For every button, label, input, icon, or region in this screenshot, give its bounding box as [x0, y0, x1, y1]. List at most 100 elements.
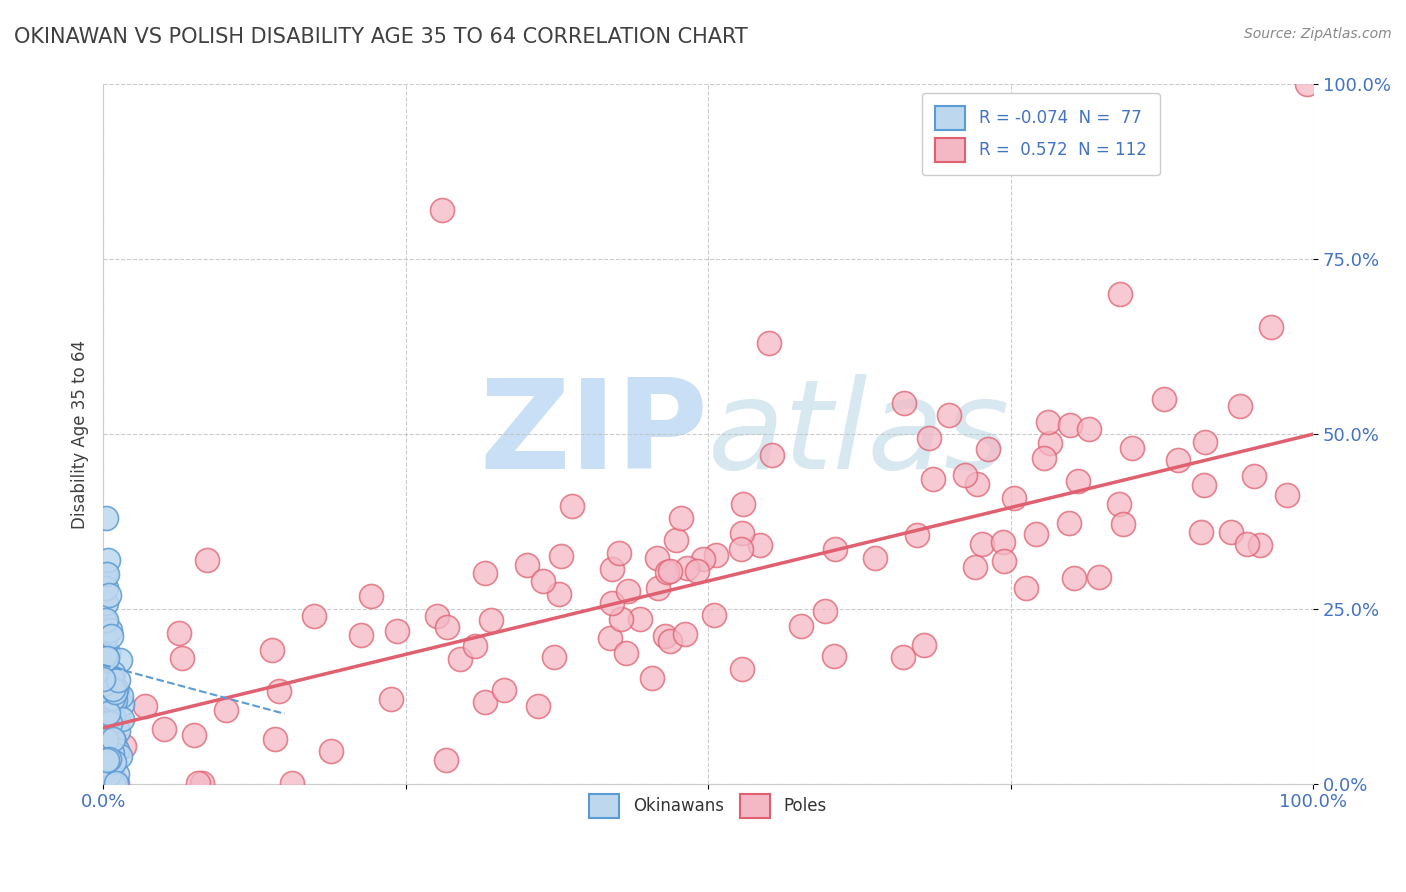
- Point: [516, 558, 538, 572]
- Point: [891, 649, 914, 664]
- Point: [600, 562, 623, 576]
- Point: [105, 776, 128, 790]
- Point: [963, 560, 986, 574]
- Point: [953, 467, 976, 482]
- Point: [434, 753, 457, 767]
- Point: [481, 613, 503, 627]
- Point: [96, 697, 118, 711]
- Point: [134, 699, 156, 714]
- Point: [183, 727, 205, 741]
- Point: [1036, 415, 1059, 429]
- Point: [94, 688, 117, 702]
- Point: [97, 725, 120, 739]
- Point: [614, 646, 637, 660]
- Point: [655, 565, 678, 579]
- Y-axis label: Disability Age 35 to 64: Disability Age 35 to 64: [72, 340, 89, 529]
- Point: [97, 711, 120, 725]
- Point: [104, 682, 127, 697]
- Point: [98, 752, 121, 766]
- Point: [94, 648, 117, 662]
- Point: [704, 548, 727, 562]
- Point: [1078, 422, 1101, 436]
- Point: [96, 707, 118, 722]
- Point: [302, 609, 325, 624]
- Point: [108, 749, 131, 764]
- Point: [970, 537, 993, 551]
- Point: [1067, 475, 1090, 489]
- Point: [96, 716, 118, 731]
- Point: [731, 663, 754, 677]
- Point: [103, 735, 125, 749]
- Point: [449, 652, 471, 666]
- Point: [1189, 524, 1212, 539]
- Point: [912, 638, 935, 652]
- Point: [703, 608, 725, 623]
- Point: [269, 683, 291, 698]
- Point: [101, 710, 124, 724]
- Point: [98, 588, 121, 602]
- Point: [814, 604, 837, 618]
- Point: [103, 756, 125, 770]
- Point: [1002, 491, 1025, 506]
- Point: [385, 624, 408, 638]
- Point: [96, 650, 118, 665]
- Point: [823, 649, 845, 664]
- Point: [97, 646, 120, 660]
- Point: [94, 511, 117, 525]
- Point: [1063, 571, 1085, 585]
- Point: [104, 693, 127, 707]
- Point: [98, 767, 121, 781]
- Point: [321, 744, 343, 758]
- Point: [263, 732, 285, 747]
- Point: [93, 650, 115, 665]
- Point: [430, 203, 453, 218]
- Point: [550, 549, 572, 563]
- Point: [1194, 478, 1216, 492]
- Point: [93, 682, 115, 697]
- Point: [1108, 497, 1130, 511]
- Point: [215, 703, 238, 717]
- Point: [97, 553, 120, 567]
- Point: [97, 671, 120, 685]
- Point: [647, 581, 669, 595]
- Point: [599, 631, 621, 645]
- Point: [1108, 287, 1130, 301]
- Point: [1121, 441, 1143, 455]
- Point: [108, 653, 131, 667]
- Point: [97, 715, 120, 730]
- Point: [101, 765, 124, 780]
- Point: [464, 639, 486, 653]
- Point: [107, 743, 129, 757]
- Point: [761, 449, 783, 463]
- Point: [97, 705, 120, 719]
- Point: [922, 471, 945, 485]
- Point: [645, 550, 668, 565]
- Point: [669, 510, 692, 524]
- Point: [98, 749, 121, 764]
- Point: [105, 683, 128, 698]
- Point: [561, 499, 583, 513]
- Point: [730, 541, 752, 556]
- Point: [905, 528, 928, 542]
- Text: atlas: atlas: [709, 374, 1011, 494]
- Point: [96, 684, 118, 698]
- Point: [91, 690, 114, 704]
- Point: [380, 691, 402, 706]
- Point: [94, 670, 117, 684]
- Point: [94, 596, 117, 610]
- Point: [190, 776, 212, 790]
- Point: [676, 561, 699, 575]
- Point: [436, 620, 458, 634]
- Point: [654, 629, 676, 643]
- Point: [790, 619, 813, 633]
- Point: [110, 689, 132, 703]
- Point: [94, 689, 117, 703]
- Point: [991, 534, 1014, 549]
- Text: OKINAWAN VS POLISH DISABILITY AGE 35 TO 64 CORRELATION CHART: OKINAWAN VS POLISH DISABILITY AGE 35 TO …: [14, 27, 748, 46]
- Point: [101, 746, 124, 760]
- Point: [1275, 488, 1298, 502]
- Point: [167, 626, 190, 640]
- Point: [100, 629, 122, 643]
- Point: [93, 672, 115, 686]
- Point: [918, 431, 941, 445]
